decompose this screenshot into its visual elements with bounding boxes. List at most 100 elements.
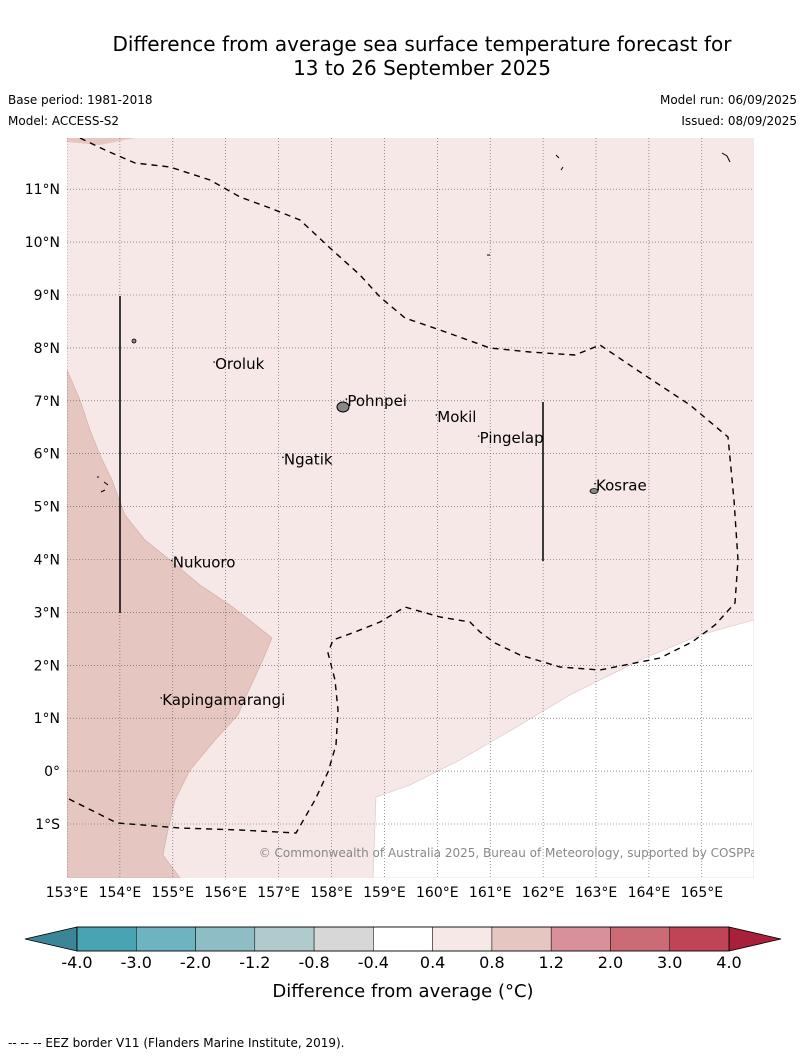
colorbar-segment [313, 926, 374, 952]
reef-marks [97, 476, 109, 493]
longitude-labels: 153°E 154°E 155°E 156°E 157°E 158°E 159°E 160°E… [46, 885, 723, 901]
longitude-label: 154°E [99, 885, 142, 901]
colorbar-tick-label: 2.0 [598, 953, 623, 972]
colorbar-tick-label: -0.4 [358, 953, 389, 972]
colorbar-tick-label: -0.8 [298, 953, 329, 972]
place-name: Kapingamarangi [162, 691, 285, 709]
longitude-label: 157°E [257, 885, 300, 901]
colorbar-segment [550, 926, 611, 952]
model-run-label: Model run: 06/09/2025 [659, 93, 797, 107]
colorbar-tick-label: 0.8 [479, 953, 504, 972]
place-marker [594, 482, 596, 485]
latitude-label: 10°N [25, 235, 60, 251]
colorbar-tick-label: 1.2 [538, 953, 563, 972]
place-oroluk: Oroluk [213, 355, 265, 373]
colorbar-segment [195, 926, 256, 952]
colorbar-tick-label: 0.4 [420, 953, 445, 972]
kosrae-island [589, 488, 599, 494]
colorbar-tick-label: 3.0 [657, 953, 682, 972]
colorbar-segment [373, 926, 433, 952]
place-name: Kosrae [596, 477, 647, 495]
longitude-label: 160°E [416, 885, 459, 901]
colorbar-segment [76, 926, 137, 952]
place-name: Oroluk [215, 355, 264, 373]
place-marker [435, 414, 438, 416]
model-label: Model: ACCESS-S2 [8, 114, 120, 128]
place-marker [282, 456, 284, 459]
colorbar-segment [669, 926, 730, 952]
colorbar: -4.0 -3.0 -2.0 -1.2 -0.8 -0.4 0.4 0.8 1.2 2.0 3.0 4… [24, 926, 782, 1002]
place-name: Nukuoro [173, 553, 236, 571]
colorbar-under-arrow [24, 926, 78, 952]
latitude-label: 0° [44, 764, 60, 780]
place-kosrae: Kosrae [594, 477, 647, 495]
colorbar-labels: -4.0 -3.0 -2.0 -1.2 -0.8 -0.4 0.4 0.8 1.2 2.0 3.0 4… [61, 953, 741, 972]
place-marker [477, 435, 480, 437]
place-name: Pohnpei [347, 392, 407, 410]
issued-label: Issued: 08/09/2025 [681, 114, 797, 128]
reef-marks-north [555, 152, 731, 171]
anomaly-field-neutral [372, 619, 754, 878]
eez-border [67, 138, 739, 834]
title-line-1: Difference from average sea surface temp… [112, 32, 732, 56]
colorbar-tick-label: -4.0 [61, 953, 92, 972]
colorbar-segment [610, 926, 670, 952]
title-line-2: 13 to 26 September 2025 [293, 56, 551, 80]
colorbar-tick-label: -2.0 [180, 953, 211, 972]
place-ngatik: Ngatik [282, 450, 333, 468]
latitude-label: 1°N [34, 711, 60, 727]
longitude-label: 164°E [628, 885, 671, 901]
latitude-label: 9°N [34, 288, 60, 304]
atoll-island [131, 338, 137, 344]
colorbar-segment [432, 926, 493, 952]
colorbar-over-arrow [728, 926, 782, 952]
place-kapingamarangi: Kapingamarangi [160, 691, 285, 709]
colorbar-title: Difference from average (°C) [272, 981, 533, 1002]
latitude-label: 3°N [34, 605, 60, 621]
place-marker [171, 559, 173, 562]
colorbar-tick-label: -3.0 [121, 953, 152, 972]
place-name: Mokil [437, 408, 476, 426]
longitude-label: 165°E [681, 885, 724, 901]
copyright-text: © Commonwealth of Australia 2025, Bureau… [259, 846, 764, 860]
colorbar-segment [136, 926, 196, 952]
place-marker [160, 697, 163, 699]
place-marker [345, 398, 348, 400]
place-pohnpei: Pohnpei [345, 392, 407, 410]
colorbar-segments [76, 926, 730, 952]
graticule [67, 138, 754, 878]
latitude-label: 4°N [34, 553, 60, 569]
colorbar-segment [491, 926, 552, 952]
colorbar-tick-label: 4.0 [716, 953, 741, 972]
longitude-label: 162°E [522, 885, 565, 901]
pohnpei-island [336, 401, 350, 413]
place-mokil: Mokil [435, 408, 476, 426]
footer-note: -- -- -- EEZ border V11 (Flanders Marine… [8, 1036, 345, 1050]
latitude-label: 6°N [34, 447, 60, 463]
colorbar-frame [76, 926, 730, 952]
colorbar-segment [254, 926, 315, 952]
colorbar-tick-label: -1.2 [239, 953, 270, 972]
place-marker [213, 361, 215, 363]
longitude-label: 156°E [204, 885, 247, 901]
longitude-label: 161°E [469, 885, 512, 901]
longitude-label: 158°E [310, 885, 353, 901]
latitude-label: 5°N [34, 500, 60, 516]
longitude-label: 155°E [152, 885, 195, 901]
place-nukuoro: Nukuoro [171, 553, 235, 571]
longitude-label: 159°E [363, 885, 406, 901]
anomaly-field-0.8-1.2 [67, 369, 273, 878]
latitude-label: 2°N [34, 658, 60, 674]
latitude-labels: 11°N 10°N 9°N 8°N 7°N 6°N 5°N 4°N 3°N 2°N 1°N 0° 1°S [25, 182, 60, 833]
base-period-label: Base period: 1981-2018 [8, 93, 153, 107]
latitude-label: 7°N [34, 394, 60, 410]
longitude-label: 163°E [575, 885, 618, 901]
place-name: Pingelap [480, 429, 544, 447]
place-name: Ngatik [284, 450, 333, 468]
longitude-label: 153°E [46, 885, 89, 901]
place-pingelap: Pingelap [477, 429, 544, 447]
latitude-label: 1°S [35, 817, 60, 833]
